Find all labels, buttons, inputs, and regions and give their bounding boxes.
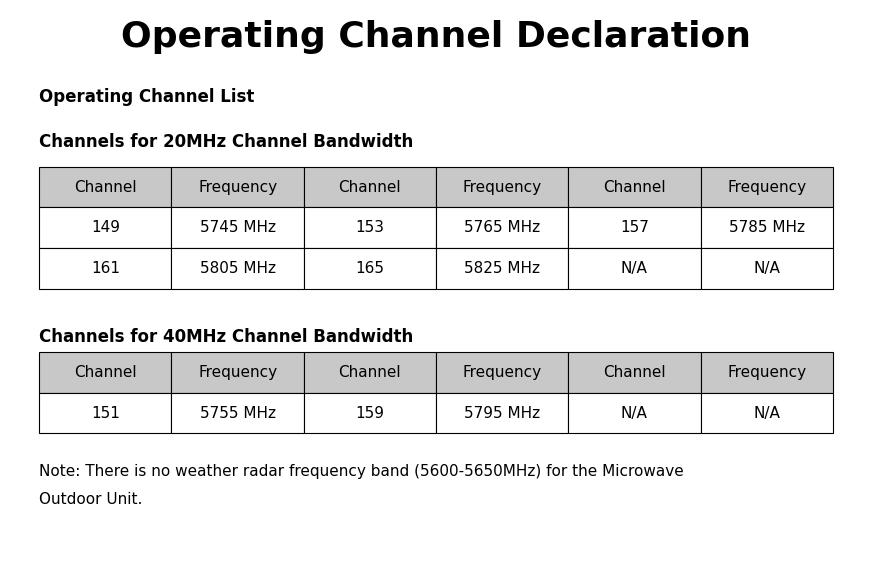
Text: N/A: N/A [753,261,780,276]
Text: Frequency: Frequency [198,365,277,380]
Text: Channel: Channel [74,365,137,380]
Text: N/A: N/A [621,406,648,420]
Text: Channel: Channel [338,180,401,194]
Text: Channel: Channel [603,180,665,194]
Text: 153: 153 [356,220,385,235]
Text: Frequency: Frequency [462,365,542,380]
Text: 5765 MHz: 5765 MHz [464,220,540,235]
Text: Channels for 40MHz Channel Bandwidth: Channels for 40MHz Channel Bandwidth [39,328,413,346]
Text: 151: 151 [91,406,119,420]
Text: 157: 157 [620,220,649,235]
Text: 5825 MHz: 5825 MHz [464,261,540,276]
Text: 161: 161 [91,261,119,276]
Text: 165: 165 [356,261,385,276]
Text: Channel: Channel [74,180,137,194]
Text: Frequency: Frequency [462,180,542,194]
Text: N/A: N/A [753,406,780,420]
Text: 159: 159 [356,406,385,420]
Text: N/A: N/A [621,261,648,276]
Text: 5795 MHz: 5795 MHz [464,406,540,420]
Text: Channel: Channel [338,365,401,380]
Text: Frequency: Frequency [198,180,277,194]
Text: Note: There is no weather radar frequency band (5600-5650MHz) for the Microwave: Note: There is no weather radar frequenc… [39,464,684,480]
Text: Channels for 20MHz Channel Bandwidth: Channels for 20MHz Channel Bandwidth [39,133,413,151]
Text: 5805 MHz: 5805 MHz [200,261,276,276]
Text: 5755 MHz: 5755 MHz [200,406,276,420]
Text: Operating Channel List: Operating Channel List [39,88,255,106]
Text: 5785 MHz: 5785 MHz [729,220,805,235]
Text: 149: 149 [91,220,119,235]
Text: Channel: Channel [603,365,665,380]
Text: Outdoor Unit.: Outdoor Unit. [39,492,143,507]
Text: Frequency: Frequency [727,180,807,194]
Text: 5745 MHz: 5745 MHz [200,220,276,235]
Text: Operating Channel Declaration: Operating Channel Declaration [121,20,751,54]
Text: Frequency: Frequency [727,365,807,380]
